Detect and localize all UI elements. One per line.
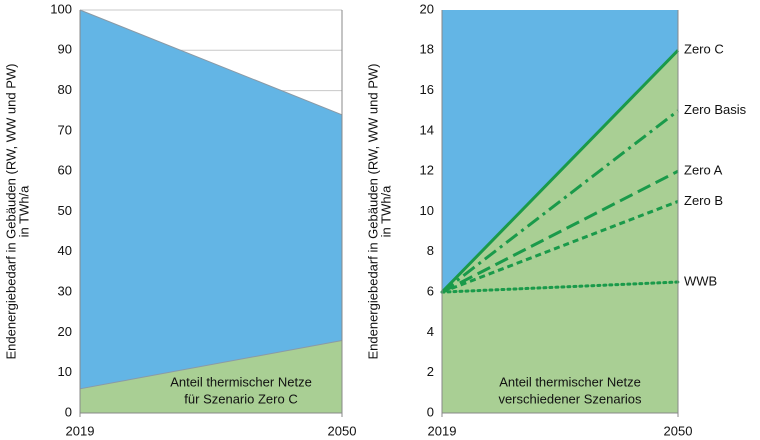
panel: 0 10 20 30 40 50 60 70 80 90 100 2019 2050 Endenergie… xyxy=(3,1,356,438)
y-tick-label: 8 xyxy=(427,243,434,258)
y-tick-label: 0 xyxy=(65,404,72,419)
y-tick-label: 90 xyxy=(58,42,72,57)
area-edge xyxy=(79,339,343,390)
line xyxy=(440,49,680,294)
y-tick-label: 16 xyxy=(420,82,434,97)
y-tick-label: 2 xyxy=(427,364,434,379)
area xyxy=(80,340,342,413)
annotation: Anteil thermischer Netze xyxy=(170,374,312,389)
y-axis-label: Endenergiebedarf in Gebäuden (RW, WW und… xyxy=(3,63,18,359)
line xyxy=(440,280,680,294)
x-tick-label: 2050 xyxy=(664,423,693,438)
y-tick-label: 50 xyxy=(58,203,72,218)
x-tick-label: 2050 xyxy=(328,423,357,438)
y-tick-label: 10 xyxy=(420,203,434,218)
series-label: Zero Basis xyxy=(684,102,747,117)
y-tick-label: 18 xyxy=(420,42,434,57)
y-tick-label: 40 xyxy=(58,243,72,258)
series-label: Zero C xyxy=(684,42,724,57)
area-edge xyxy=(79,9,343,116)
y-tick-label: 100 xyxy=(50,1,72,16)
y-tick-label: 70 xyxy=(58,122,72,137)
annotation: verschiedener Szenarios xyxy=(498,391,642,406)
y-tick-label: 20 xyxy=(420,1,434,16)
y-tick-label: 14 xyxy=(420,122,434,137)
y-tick-label: 20 xyxy=(58,324,72,339)
y-tick-label: 60 xyxy=(58,163,72,178)
line xyxy=(441,109,679,294)
y-tick-label: 30 xyxy=(58,284,72,299)
y-tick-label: 0 xyxy=(427,404,434,419)
line xyxy=(441,200,679,294)
series-label: Zero A xyxy=(684,163,723,178)
panel: 0 2 4 6 8 10 12 14 16 18 20 2019 2050 Endenergiebedar… xyxy=(365,1,746,438)
x-tick-label: 2019 xyxy=(428,423,457,438)
y-axis-label: Endenergiebedarf in Gebäuden (RW, WW und… xyxy=(365,63,380,359)
y-tick-label: 6 xyxy=(427,284,434,299)
series-label: WWB xyxy=(684,273,717,288)
series-label: Zero B xyxy=(684,193,723,208)
y-tick-label: 80 xyxy=(58,82,72,97)
y-tick-label: 12 xyxy=(420,163,434,178)
area xyxy=(80,10,342,413)
annotation: Anteil thermischer Netze xyxy=(499,374,641,389)
line xyxy=(441,169,679,294)
x-tick-label: 2019 xyxy=(66,423,95,438)
y-axis-label: in TWh/a xyxy=(16,185,31,238)
y-tick-label: 10 xyxy=(58,364,72,379)
y-tick-label: 4 xyxy=(427,324,434,339)
annotation: für Szenario Zero C xyxy=(184,391,297,406)
y-axis-label: in TWh/a xyxy=(378,185,393,238)
